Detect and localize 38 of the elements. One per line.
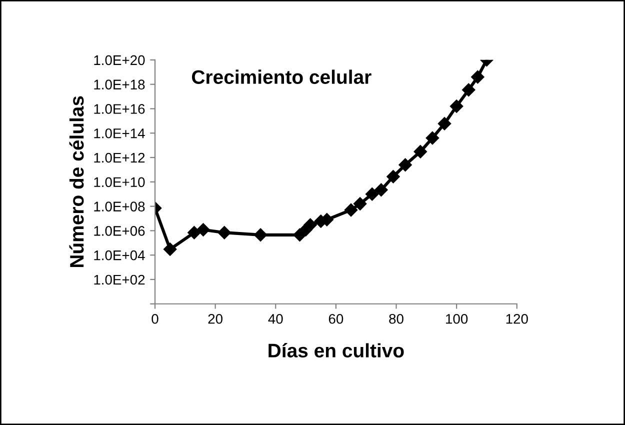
point xyxy=(398,158,412,172)
y-tick-label: 1.0E+02 xyxy=(94,274,145,285)
point xyxy=(254,228,268,242)
x-tick-label: 120 xyxy=(506,314,528,324)
point xyxy=(414,145,427,158)
y-tick-label: 1.0E+18 xyxy=(94,80,145,90)
point xyxy=(188,226,201,240)
x-tick-label: 40 xyxy=(268,314,283,324)
point xyxy=(304,218,317,232)
y-tick-label: 1.0E+20 xyxy=(94,55,145,66)
x-tick-label: 80 xyxy=(389,314,404,324)
y-tick-label: 1.0E+04 xyxy=(94,250,145,260)
y-tick-label: 1.0E+06 xyxy=(94,226,145,236)
point xyxy=(426,131,440,145)
point xyxy=(344,203,358,217)
point xyxy=(366,188,379,201)
point xyxy=(218,226,231,240)
point xyxy=(196,223,210,236)
point xyxy=(386,170,400,184)
point xyxy=(353,197,367,210)
x-tick-label: 100 xyxy=(446,314,468,324)
point xyxy=(450,100,464,113)
x-tick-label: 20 xyxy=(208,314,222,324)
point xyxy=(374,183,388,197)
x-tick-label: 0 xyxy=(152,314,158,324)
y-tick-label: 1.0E+16 xyxy=(94,104,145,114)
chart-title: Crecimiento celular xyxy=(192,70,372,84)
y-tick-label: 1.0E+14 xyxy=(94,128,145,138)
x-tick-label: 60 xyxy=(328,314,344,324)
y-axis-title: Número de células xyxy=(69,96,84,268)
y-tick-label: 1.0E+10 xyxy=(94,177,145,188)
point xyxy=(471,70,484,84)
x-axis-title: Días en cultivo xyxy=(268,343,404,358)
point xyxy=(462,83,476,96)
y-tick-label: 1.0E+08 xyxy=(94,202,145,212)
point xyxy=(163,242,177,256)
point xyxy=(438,117,452,130)
y-tick-label: 1.0E+12 xyxy=(94,152,145,163)
